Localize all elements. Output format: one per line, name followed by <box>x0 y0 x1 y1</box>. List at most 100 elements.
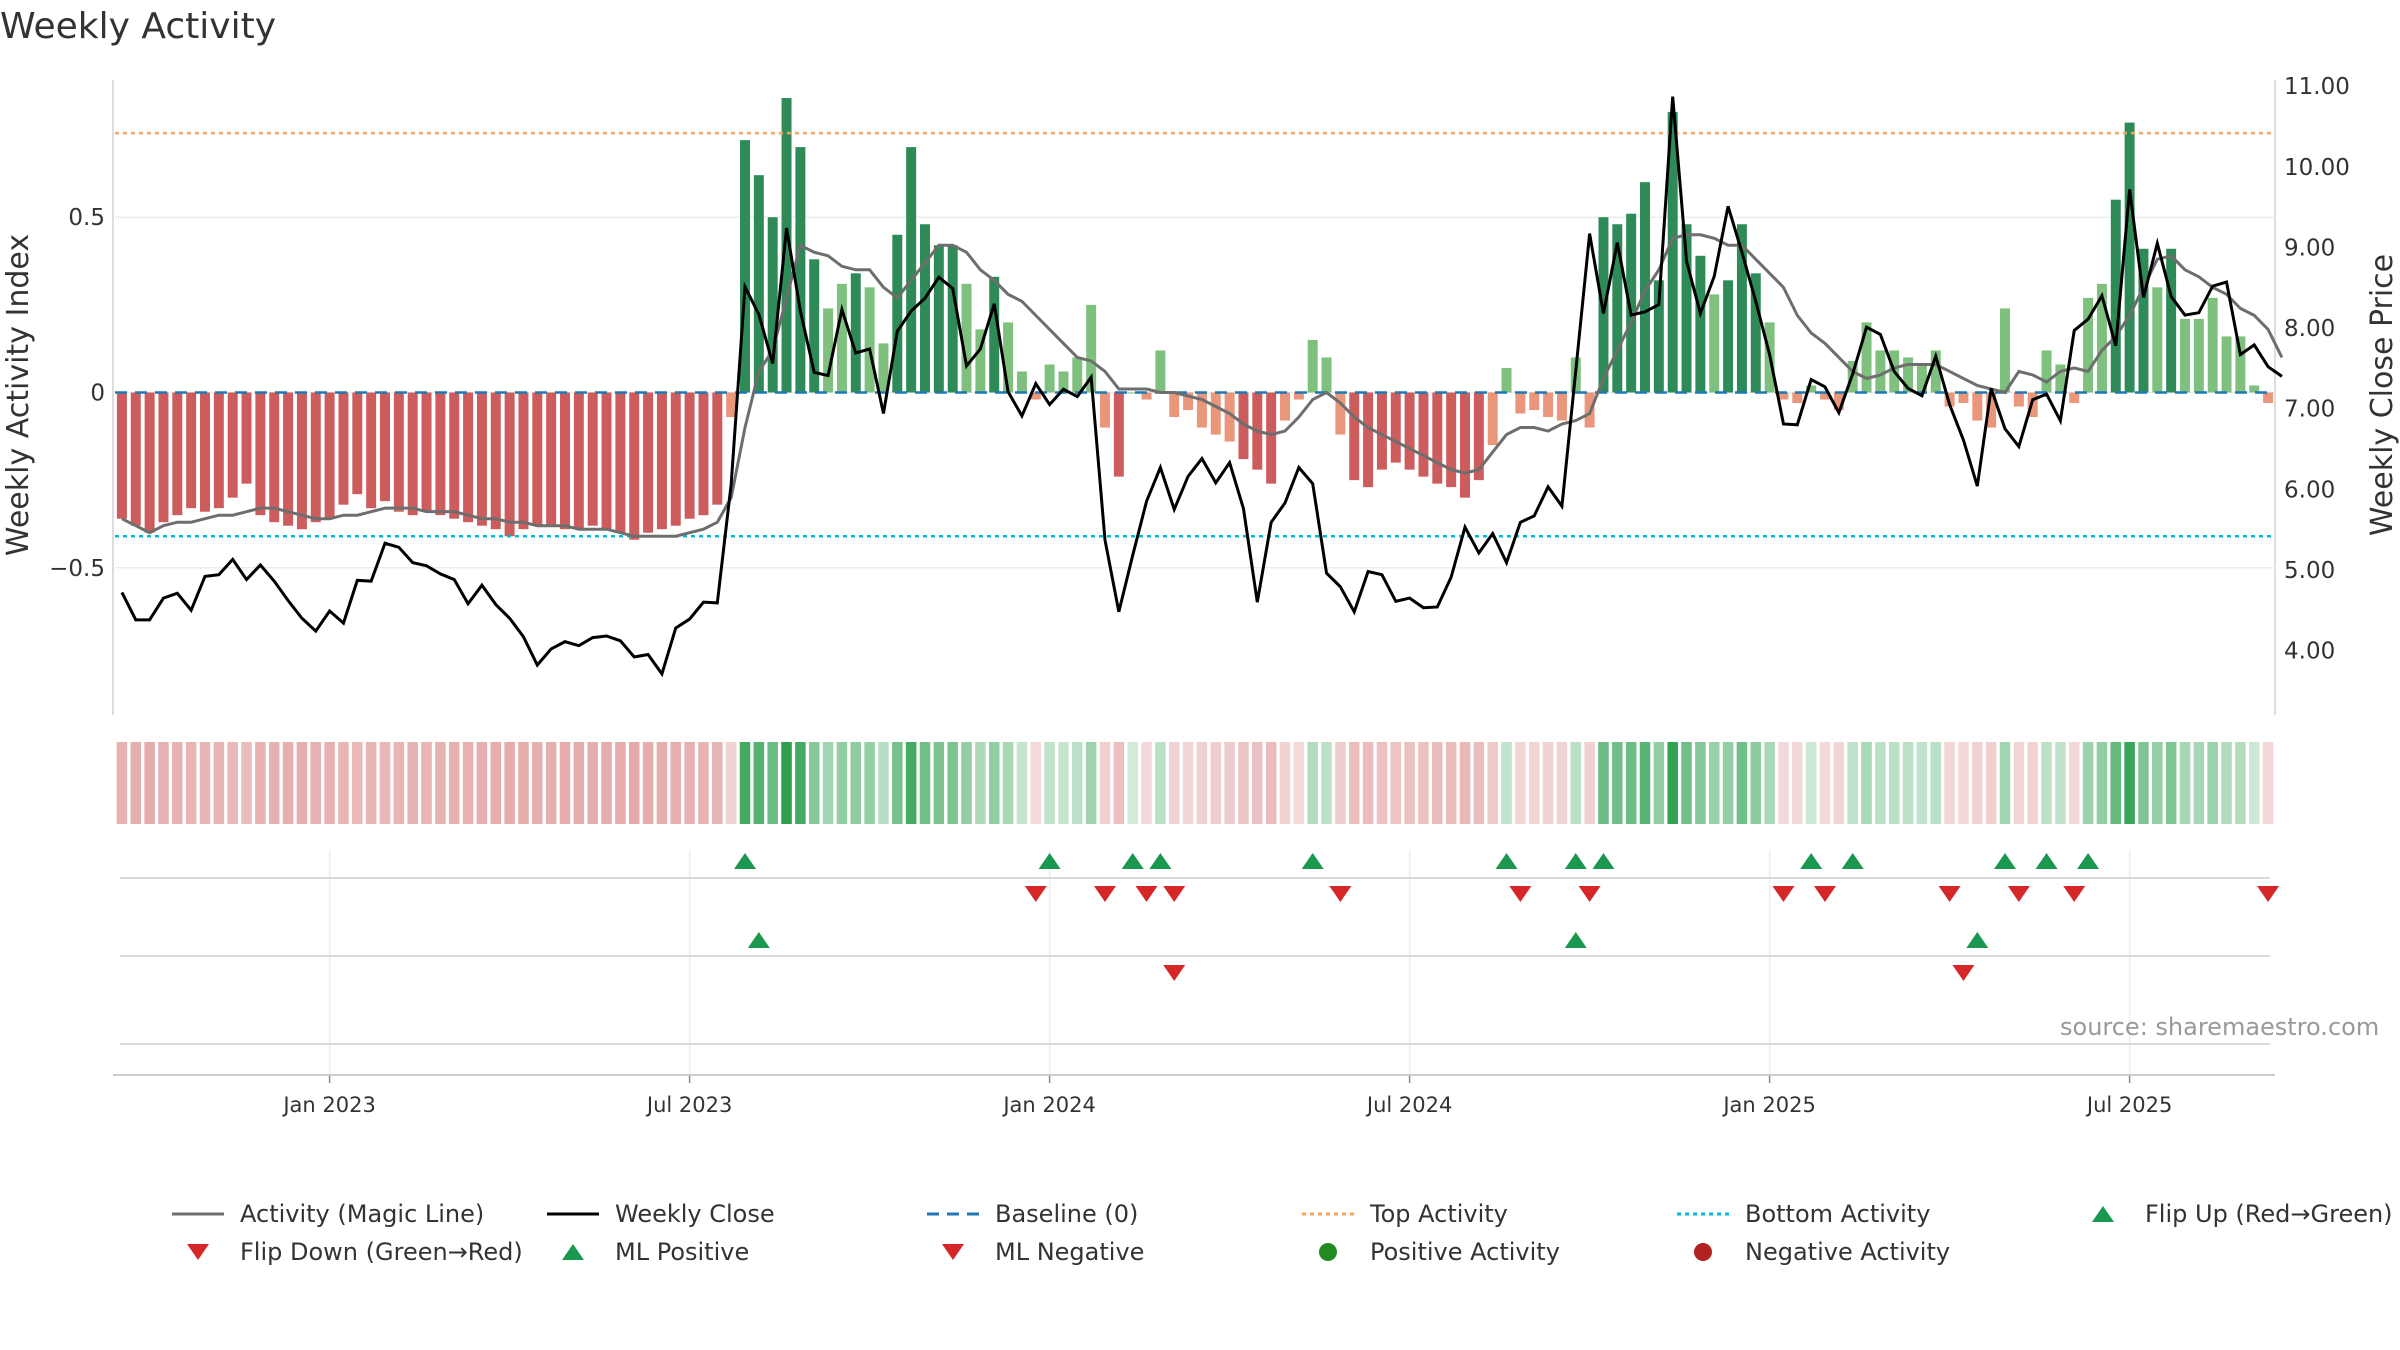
heat-strip-cell <box>2179 742 2191 824</box>
heat-strip-cell <box>1099 742 1111 824</box>
legend-swatch <box>1302 1212 1354 1216</box>
heat-strip-cell <box>1695 742 1706 824</box>
activity-bar <box>144 392 155 533</box>
heat-strip-cell <box>961 742 972 824</box>
heat-strip-cell <box>1072 742 1083 824</box>
legend-swatch-shape <box>562 1244 584 1260</box>
flip-up-marker <box>734 853 756 869</box>
left-tick-label: 0.5 <box>68 205 105 231</box>
heat-strip-cell <box>130 742 142 824</box>
heat-strip-cell <box>1930 742 1942 824</box>
activity-bar <box>767 217 778 393</box>
activity-bar <box>781 98 792 393</box>
heat-strip-cell <box>2124 742 2135 824</box>
activity-bar <box>200 392 210 512</box>
flip-down-marker <box>2063 886 2086 902</box>
activity-bar <box>1238 392 1249 460</box>
activity-bar <box>1155 350 1166 393</box>
heat-strip-cell <box>725 742 737 824</box>
activity-bar <box>213 392 224 509</box>
heat-strip-cell <box>1847 742 1858 824</box>
activity-bar <box>1266 392 1277 484</box>
heat-strip-cell <box>1528 742 1540 824</box>
heat-strip-cell <box>988 742 1000 824</box>
activity-bar <box>1127 392 1138 394</box>
heat-strip-cell <box>1335 742 1346 824</box>
activity-bar <box>1640 182 1650 393</box>
activity-bar <box>1750 273 1761 393</box>
heat-strip-cell <box>255 742 266 824</box>
heat-strip-cell <box>338 742 349 824</box>
heat-strip-cell <box>864 742 875 824</box>
activity-bar <box>1806 385 1817 393</box>
flip-down-marker <box>1329 886 1352 902</box>
right-tick-label: 10.00 <box>2284 155 2350 181</box>
heat-strip-cell <box>1833 742 1845 824</box>
flip-down-marker <box>1094 886 1116 902</box>
activity-bar <box>2207 297 2218 393</box>
activity-bar <box>2096 283 2107 393</box>
activity-bar <box>1003 322 1014 393</box>
activity-bar <box>1736 224 1747 393</box>
heat-strip-cell <box>933 742 945 824</box>
activity-bar <box>296 392 307 530</box>
activity-bar <box>615 392 626 533</box>
activity-bar <box>1280 392 1290 421</box>
legend-swatch <box>187 1244 209 1260</box>
activity-bar <box>1058 371 1069 393</box>
x-tick-label: Jan 2024 <box>1001 1093 1096 1117</box>
heat-strip-cell <box>1944 742 1955 824</box>
activity-bar <box>698 392 709 516</box>
legend-swatch <box>547 1212 599 1216</box>
flip-down-marker <box>2257 886 2280 902</box>
activity-bar <box>1307 339 1318 393</box>
heat-strip-cell <box>421 742 432 824</box>
heat-strip-cell <box>905 742 917 824</box>
activity-bar <box>1529 392 1540 411</box>
heat-strip-cell <box>1404 742 1415 824</box>
activity-bar <box>463 392 474 523</box>
activity-bar <box>1446 392 1457 488</box>
legend-item: Activity (Magic Line) <box>168 1200 484 1228</box>
heat-strip-cell <box>1113 742 1125 824</box>
activity-bar <box>1293 392 1304 400</box>
activity-bar <box>975 329 986 393</box>
activity-bar <box>1833 392 1844 411</box>
activity-bar <box>1515 392 1526 414</box>
heat-strip-cell <box>1667 742 1678 824</box>
x-tick-label: Jan 2023 <box>281 1093 376 1117</box>
activity-bar <box>158 392 169 523</box>
activity-bar <box>656 392 667 530</box>
legend-swatch-shape <box>942 1244 964 1260</box>
heat-strip-cell <box>1348 742 1360 824</box>
activity-bar <box>740 140 750 393</box>
heat-strip-cell <box>1722 742 1734 824</box>
activity-bar <box>449 392 460 519</box>
activity-bar <box>476 392 487 526</box>
legend-item: ML Positive <box>543 1238 749 1266</box>
activity-bar <box>1778 392 1789 400</box>
activity-bar <box>1460 392 1470 498</box>
activity-bar <box>1556 392 1567 421</box>
heat-strip-cell <box>352 742 363 824</box>
heat-strip-cell <box>975 742 986 824</box>
heat-strip-cell <box>1708 742 1720 824</box>
heat-strip-cell <box>781 742 792 824</box>
activity-bar <box>1072 357 1083 393</box>
heat-strip-cell <box>2027 742 2038 824</box>
activity-bar <box>836 283 847 393</box>
right-tick-label: 9.00 <box>2284 235 2335 261</box>
activity-bar <box>587 392 598 526</box>
heat-strip-cell <box>2262 742 2274 824</box>
heat-strip-cell <box>1210 742 1222 824</box>
heat-strip-cell <box>241 742 252 824</box>
heat-strip-cell <box>2165 742 2177 824</box>
heat-strip-cell <box>504 742 515 824</box>
legend-swatch <box>1677 1212 1729 1216</box>
activity-bar <box>670 392 681 526</box>
heat-strip-cell <box>2221 742 2232 824</box>
legend-item: Flip Down (Green→Red) <box>168 1238 523 1266</box>
activity-bar <box>186 392 197 509</box>
legend-item: Top Activity <box>1298 1200 1508 1228</box>
heat-strip-cell <box>1653 742 1665 824</box>
